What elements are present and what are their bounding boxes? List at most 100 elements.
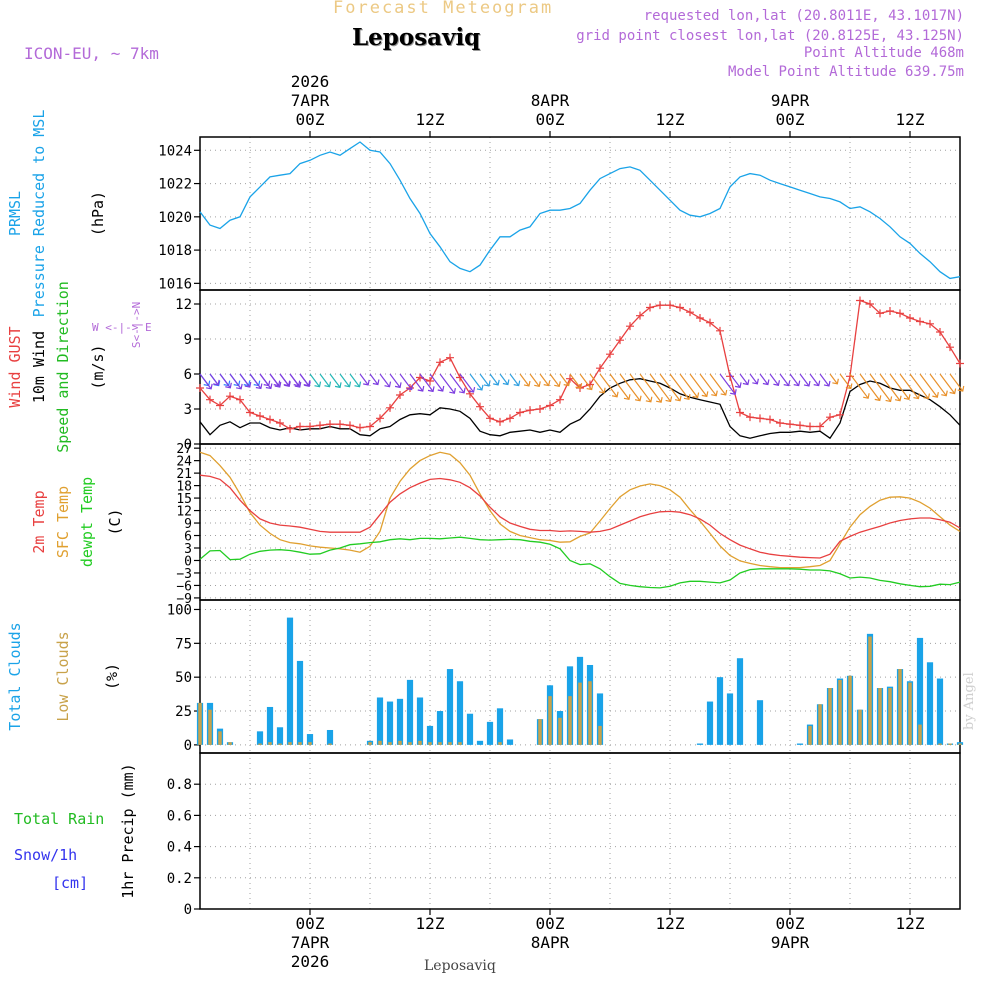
wind-direction-arrowhead <box>913 393 921 400</box>
wind-direction-arrow <box>549 373 560 387</box>
wind-direction-arrow <box>399 373 413 390</box>
bottom-time-label: 12Z <box>656 914 685 933</box>
wind-direction-arrowhead <box>762 379 770 386</box>
wind-direction-arrow <box>479 373 490 387</box>
total-cloud-bar <box>926 662 934 745</box>
wind-direction-arrow <box>629 373 652 403</box>
y-tick-label: 3 <box>184 542 192 557</box>
wind-gust-marker <box>666 301 674 310</box>
y-tick-label: 1016 <box>158 276 192 292</box>
wind-direction-arrow <box>879 373 901 402</box>
wind-gust-marker <box>916 317 924 326</box>
total-cloud-bar <box>696 743 704 745</box>
wind-direction-arrowhead <box>394 382 402 389</box>
wind-direction-arrowhead <box>314 381 322 388</box>
wind-gust-marker <box>906 314 914 322</box>
low-cloud-bar <box>448 742 452 745</box>
wind-direction-arrowhead <box>575 383 583 389</box>
y-tick-label: 50 <box>175 670 192 686</box>
wind-direction-arrow <box>349 373 360 388</box>
wind-gust-marker <box>206 395 214 404</box>
wind-direction-arrowhead <box>957 385 965 392</box>
wind-direction-arrowhead <box>523 380 531 387</box>
wind-direction-arrow <box>859 373 881 401</box>
total-cloud-bar <box>386 701 394 745</box>
low-cloud-bar <box>898 669 902 745</box>
low-cloud-bar <box>438 742 442 745</box>
wind-direction-arrow <box>229 373 242 390</box>
wind-gust-marker <box>436 358 444 367</box>
panel-frame <box>199 136 961 291</box>
wind-gust-marker <box>496 417 504 426</box>
total-cloud-bar <box>506 739 514 745</box>
total-cloud-bar <box>476 740 484 745</box>
wind-direction-arrowhead <box>554 381 561 388</box>
wind-direction-arrowhead <box>932 392 939 398</box>
total-cloud-bar <box>256 731 264 745</box>
panel-frame <box>199 289 961 445</box>
total-cloud-bar <box>796 743 804 745</box>
grid-point-coordinates: grid point closest lon,lat (20.8125E, 43… <box>576 28 964 44</box>
wind-direction-arrow <box>299 373 310 387</box>
wind-direction-arrow <box>419 373 434 392</box>
wind-direction-arrowhead <box>773 380 781 386</box>
low-cloud-bar <box>418 740 422 745</box>
low-cloud-bar <box>808 725 812 745</box>
wind-direction-arrow <box>699 373 717 397</box>
compass-we: W <-|-> E <box>92 321 152 334</box>
wind-gust-marker <box>686 308 694 317</box>
total-cloud-bar <box>916 637 924 745</box>
wind-direction-arrowhead <box>274 381 282 388</box>
wind-direction-arrow <box>389 373 401 388</box>
wind-direction-arrow <box>339 373 350 388</box>
footer-station-name: Leposaviq <box>424 958 496 974</box>
wind-gust-marker <box>446 353 454 362</box>
y-tick-label: 15 <box>176 492 192 507</box>
panel-label: dewpt Temp <box>78 477 96 567</box>
wind-direction-arrowhead <box>742 379 750 386</box>
wind-direction-arrowhead <box>384 381 392 388</box>
wind-direction-arrow <box>449 373 465 394</box>
wind-direction-arrowhead <box>823 380 831 387</box>
wind-gust-marker <box>356 423 364 432</box>
wind-gust-marker <box>656 301 664 310</box>
wind-gust-marker <box>776 419 784 427</box>
wind-direction-arrowhead <box>941 390 948 397</box>
low-cloud-bar <box>858 709 862 745</box>
wind-direction-arrow <box>939 373 956 394</box>
wind-direction-arrow <box>509 373 520 386</box>
wind-direction-arrow <box>569 373 582 389</box>
wind-gust-marker <box>766 415 774 424</box>
total-cloud-bar <box>736 658 744 745</box>
wind-gust-marker <box>716 326 724 335</box>
y-tick-label: 0 <box>184 902 192 918</box>
low-cloud-bar <box>308 742 312 745</box>
wind-gust-marker <box>956 359 964 368</box>
wind-direction-arrow <box>729 373 741 388</box>
panel-label: Total Clouds <box>6 622 24 730</box>
low-cloud-bar <box>208 709 212 745</box>
wind-gust-marker <box>806 422 814 431</box>
wind-direction-arrow <box>219 373 231 389</box>
wind-direction-arrowhead <box>236 383 243 390</box>
wind-gust-marker <box>616 336 624 345</box>
wind-direction-arrow <box>839 373 852 389</box>
wind-direction-arrowhead <box>701 391 709 398</box>
sfc-temp-line <box>199 451 961 569</box>
wind-gust-marker <box>826 413 834 422</box>
wind-direction-arrow <box>619 373 641 402</box>
wind-direction-arrow <box>459 373 475 393</box>
wind-direction-arrowhead <box>406 384 414 391</box>
wind-gust-marker <box>626 322 634 331</box>
low-cloud-bar <box>948 743 952 745</box>
top-time-label: 9APR <box>771 91 810 110</box>
wind-direction-arrowhead <box>623 394 631 400</box>
wind-direction-arrow <box>919 373 938 398</box>
wind-direction-arrow <box>709 373 727 396</box>
low-cloud-bar <box>838 679 842 745</box>
low-cloud-bar <box>288 742 292 745</box>
wind-direction-arrowhead <box>903 394 911 400</box>
panel-label: Pressure Reduced to MSL <box>30 110 48 318</box>
low-cloud-bar <box>498 742 502 745</box>
wind-direction-arrow <box>649 373 672 402</box>
